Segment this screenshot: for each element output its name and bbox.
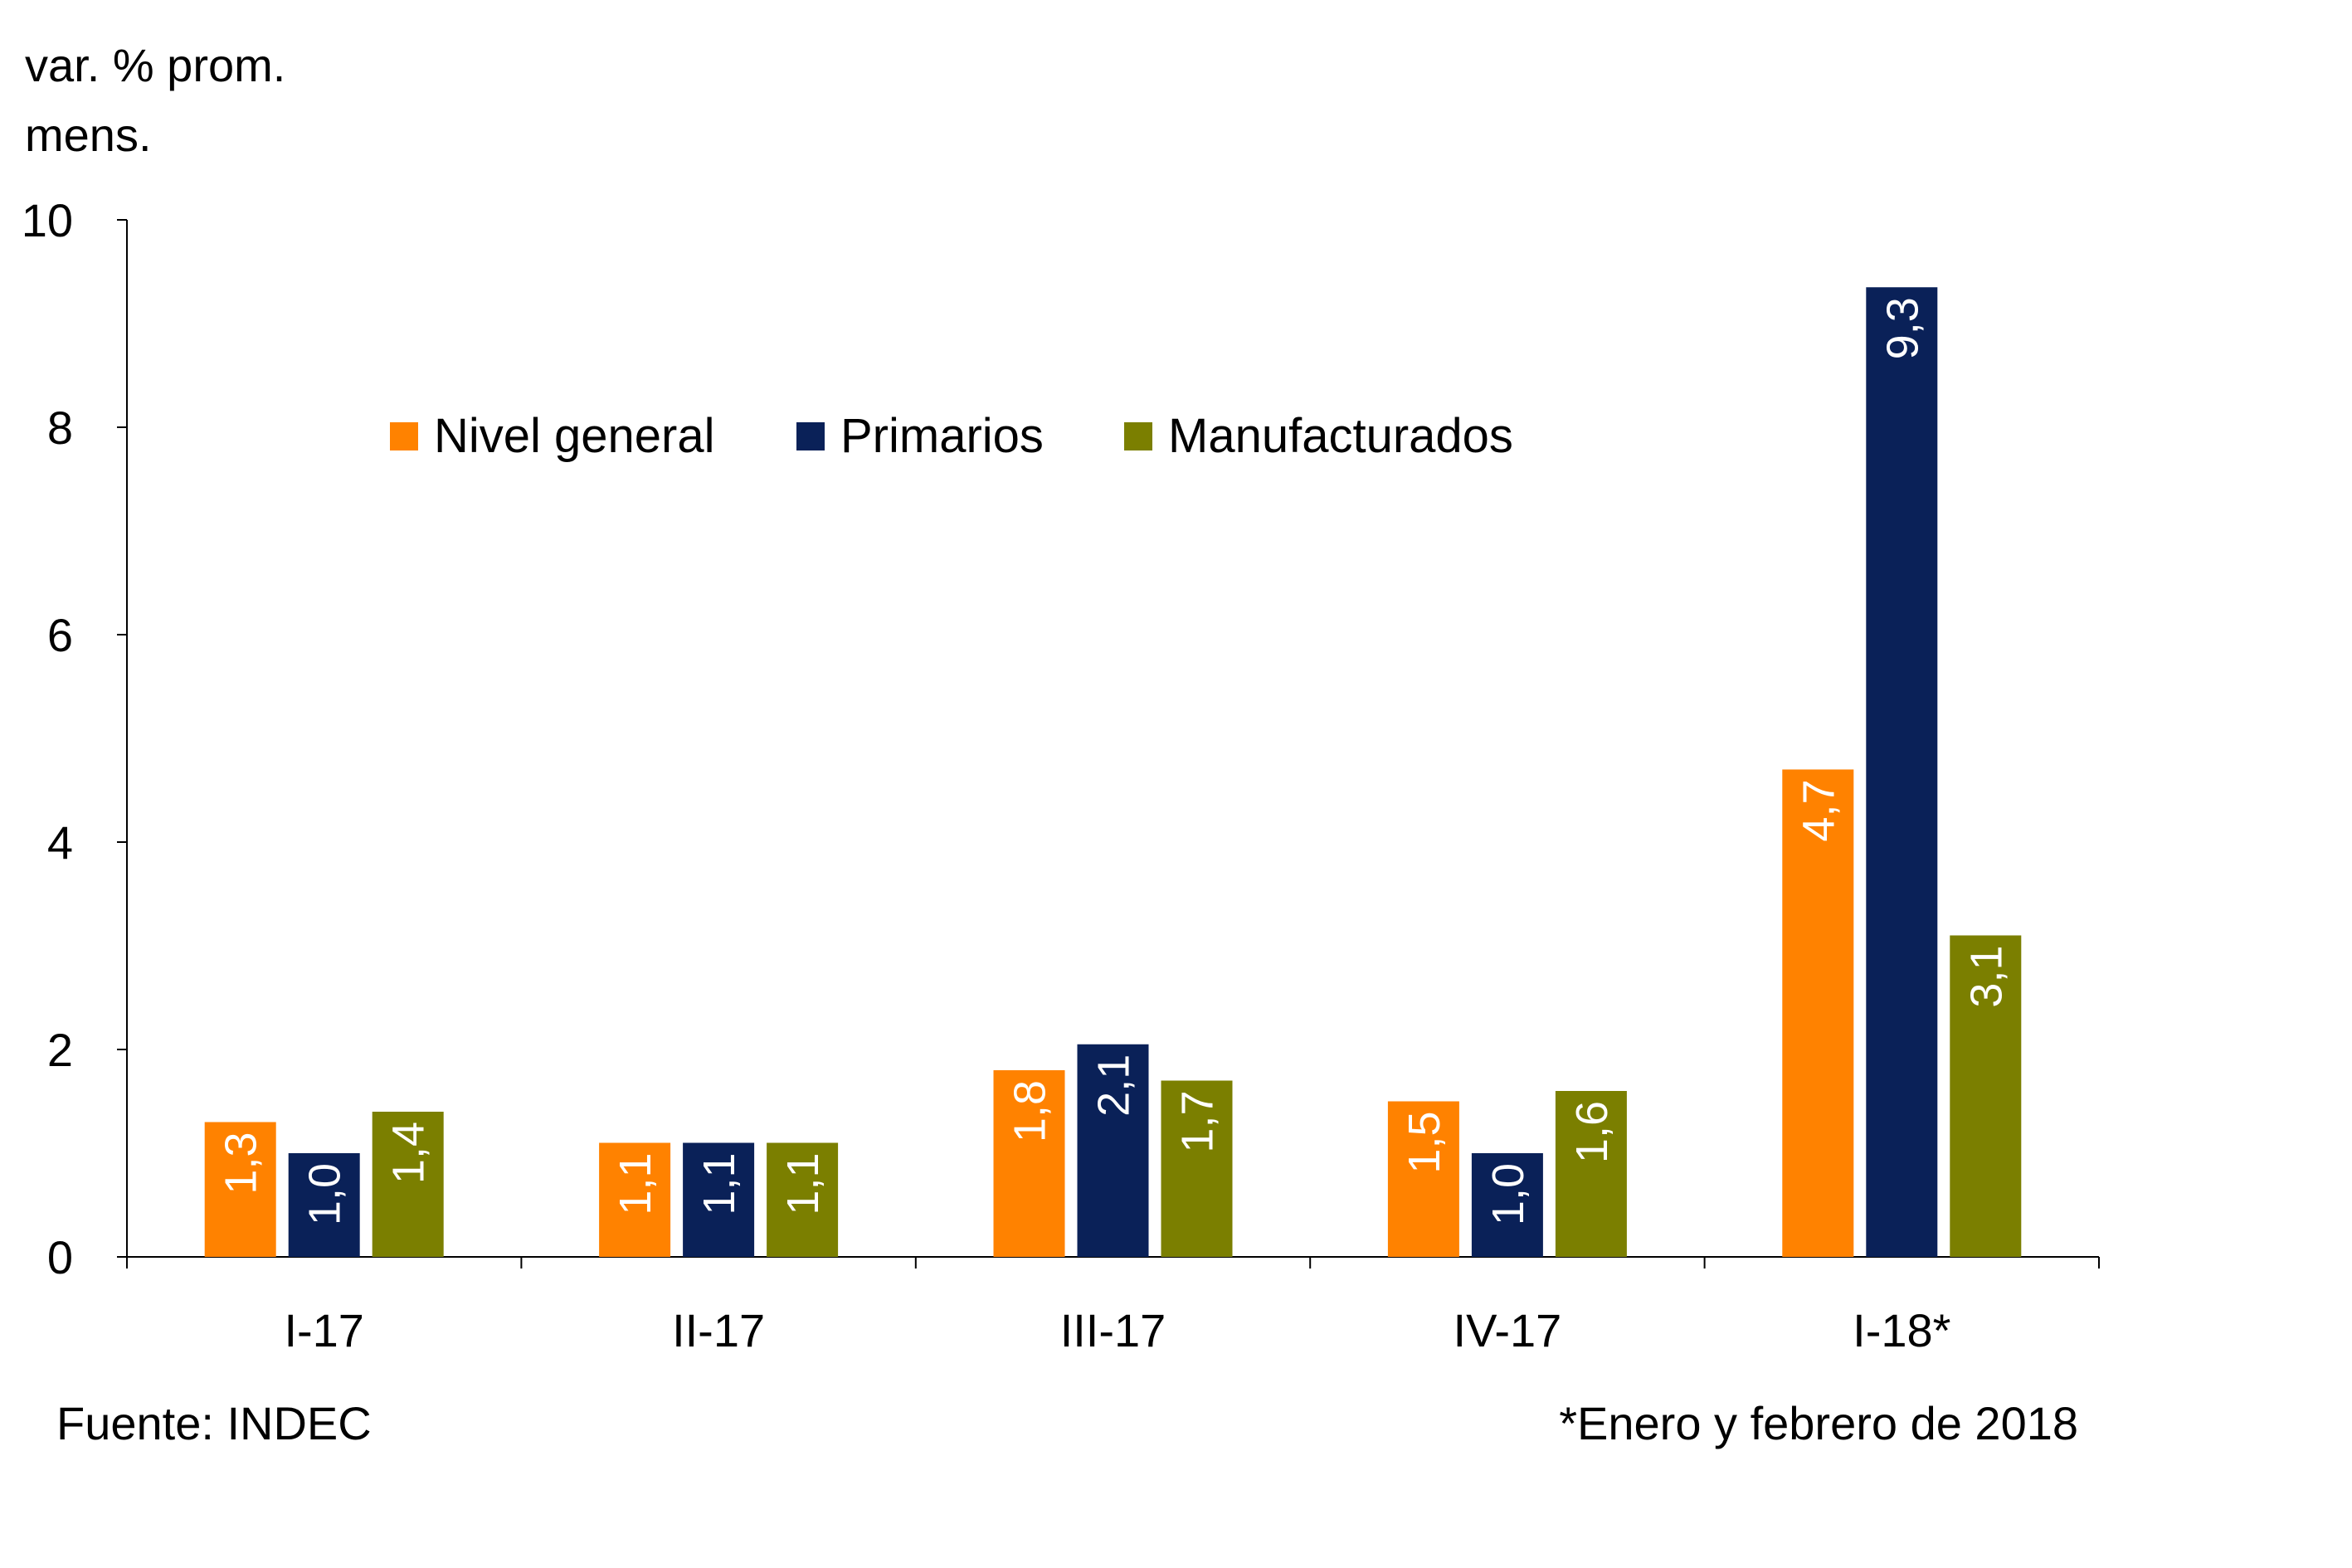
data-label: 1,1 bbox=[611, 1153, 660, 1215]
bar bbox=[599, 1142, 671, 1257]
bar bbox=[1782, 769, 1854, 1257]
data-label: 1,0 bbox=[1483, 1163, 1533, 1225]
legend-label: Manufacturados bbox=[1168, 409, 1513, 463]
data-label: 3,1 bbox=[1961, 946, 2011, 1008]
bar bbox=[1387, 1101, 1459, 1257]
data-label: 1,1 bbox=[694, 1153, 744, 1215]
bar bbox=[288, 1153, 360, 1257]
y-tick-label: 10 bbox=[22, 194, 73, 246]
data-label: 1,8 bbox=[1006, 1080, 1055, 1142]
x-category-label: I-18* bbox=[1853, 1304, 1950, 1356]
legend-swatch bbox=[796, 422, 825, 450]
x-category-label: III-17 bbox=[1060, 1304, 1166, 1356]
bar bbox=[683, 1142, 755, 1257]
data-label: 9,3 bbox=[1877, 297, 1927, 359]
bar bbox=[1077, 1044, 1149, 1257]
data-label: 1,5 bbox=[1400, 1112, 1449, 1174]
legend-label: Nivel general bbox=[434, 409, 715, 463]
y-tick-label: 8 bbox=[47, 402, 73, 454]
data-label: 4,7 bbox=[1794, 780, 1843, 842]
data-label: 1,1 bbox=[778, 1153, 828, 1215]
bar bbox=[1471, 1153, 1543, 1257]
bar bbox=[204, 1122, 276, 1257]
x-category-label: II-17 bbox=[672, 1304, 765, 1356]
bar bbox=[1866, 287, 1938, 1257]
y-axis-label-line-2: mens. bbox=[25, 109, 152, 161]
bar bbox=[1555, 1091, 1627, 1257]
bar bbox=[993, 1070, 1065, 1257]
bars: 1,3 1,0 1,4 1,1 1,1 1,1 1,8 2,1 1,7 1,5 1,0 1,6 4,7 9… bbox=[204, 287, 2022, 1257]
data-label: 1,3 bbox=[217, 1132, 266, 1195]
data-label: 1,6 bbox=[1567, 1101, 1617, 1163]
y-tick-label: 0 bbox=[47, 1231, 73, 1283]
data-label: 1,7 bbox=[1173, 1091, 1223, 1153]
source-note: Fuente: INDEC bbox=[56, 1397, 372, 1449]
y-tick-label: 2 bbox=[47, 1024, 73, 1076]
bar bbox=[372, 1112, 444, 1257]
legend-swatch bbox=[390, 422, 418, 450]
legend-label: Primarios bbox=[840, 409, 1044, 463]
data-label: 1,4 bbox=[384, 1122, 434, 1184]
bar bbox=[1950, 935, 2022, 1257]
footnote: *Enero y febrero de 2018 bbox=[1559, 1397, 2078, 1449]
x-category-label: IV-17 bbox=[1454, 1304, 1562, 1356]
bar bbox=[1161, 1080, 1233, 1257]
y-axis: 0 2 4 6 8 10 bbox=[22, 194, 128, 1283]
y-axis-label-line-1: var. % prom. bbox=[25, 39, 285, 91]
x-axis: I-17 II-17 III-17 IV-17 I-18* bbox=[126, 1256, 2100, 1356]
y-tick-label: 4 bbox=[47, 816, 73, 869]
data-label: 2,1 bbox=[1089, 1054, 1139, 1117]
bar bbox=[767, 1142, 839, 1257]
legend-swatch bbox=[1124, 422, 1152, 450]
legend: Nivel general Primarios Manufacturados bbox=[390, 409, 1513, 463]
data-label: 1,0 bbox=[300, 1163, 350, 1225]
y-tick-label: 6 bbox=[47, 609, 73, 661]
x-category-label: I-17 bbox=[284, 1304, 364, 1356]
